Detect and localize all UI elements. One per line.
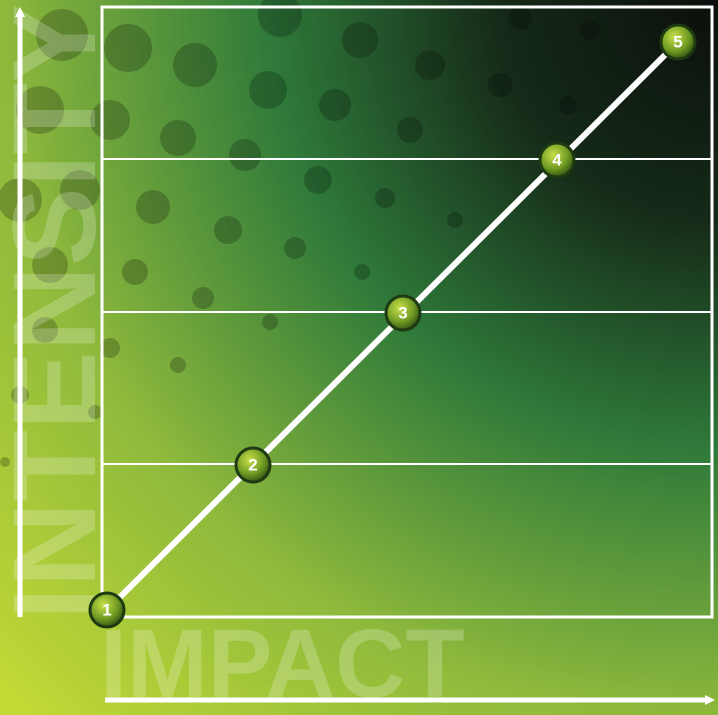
node xyxy=(538,141,576,179)
node xyxy=(384,294,422,332)
node-label: 1 xyxy=(102,601,111,620)
node-label: 3 xyxy=(398,304,407,323)
node xyxy=(659,23,697,61)
x-axis-label: IMPACT xyxy=(100,609,465,715)
node-label: 5 xyxy=(673,33,682,52)
node xyxy=(234,446,272,484)
node xyxy=(88,591,126,629)
decor-dots xyxy=(0,0,600,467)
node-label: 4 xyxy=(552,151,562,170)
node-label: 2 xyxy=(248,456,257,475)
nodes: 1 2 3 4 5 xyxy=(88,23,697,629)
